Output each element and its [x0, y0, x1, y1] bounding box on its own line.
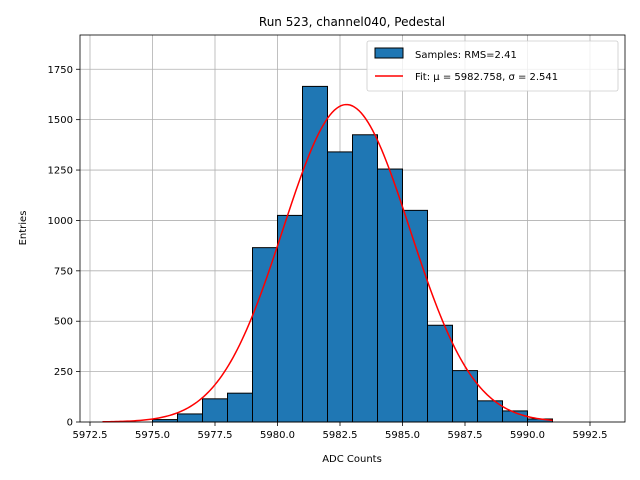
x-tick-label: 5990.0 [510, 430, 545, 441]
x-tick-label: 5982.5 [323, 430, 358, 441]
fit-curve [102, 103, 553, 423]
x-axis-ticks: 5972.5 5975.0 5977.5 5980.0 5982.5 5985.0 5987… [73, 422, 608, 441]
y-axis-label: Entries [18, 211, 29, 246]
histogram-bars [152, 85, 553, 423]
legend-label-fit: Fit: μ = 5982.758, σ = 2.541 [415, 72, 558, 83]
x-tick-label: 5980.0 [260, 430, 295, 441]
legend-swatch-histogram [374, 47, 404, 59]
legend-box [366, 40, 619, 92]
fit-curve-group [102, 103, 553, 423]
histogram-bar [427, 324, 453, 423]
plot-frame [79, 34, 626, 423]
histogram-bar [252, 247, 278, 423]
chart-title: Run 523, channel040, Pedestal [259, 15, 445, 29]
histogram-bar [377, 168, 403, 423]
y-tick-label: 1500 [48, 115, 73, 126]
y-tick-label: 500 [54, 317, 73, 328]
y-axis-ticks: 0 250 500 750 1000 1250 1500 1750 [48, 65, 80, 429]
histogram-bar [402, 209, 428, 423]
y-tick-label: 1750 [48, 65, 73, 76]
histogram-bar [327, 151, 353, 423]
legend: Samples: RMS=2.41 Fit: μ = 5982.758, σ =… [366, 40, 619, 92]
histogram-bar [352, 134, 378, 423]
x-axis-label: ADC Counts [322, 454, 382, 465]
y-tick-label: 0 [67, 418, 73, 429]
x-tick-label: 5975.0 [135, 430, 170, 441]
y-tick-label: 750 [54, 266, 73, 277]
y-tick-label: 250 [54, 367, 73, 378]
histogram-bar [177, 413, 203, 423]
x-tick-label: 5985.0 [385, 430, 420, 441]
legend-label-histogram: Samples: RMS=2.41 [415, 50, 517, 61]
histogram-bar [202, 398, 228, 423]
y-tick-label: 1000 [48, 216, 73, 227]
x-tick-label: 5977.5 [198, 430, 233, 441]
y-tick-label: 1250 [48, 166, 73, 177]
histogram-bar [227, 392, 253, 423]
x-tick-label: 5992.5 [573, 430, 608, 441]
histogram-bar [302, 85, 328, 423]
x-tick-label: 5972.5 [73, 430, 108, 441]
histogram-bar [277, 214, 303, 423]
x-tick-label: 5987.5 [448, 430, 483, 441]
